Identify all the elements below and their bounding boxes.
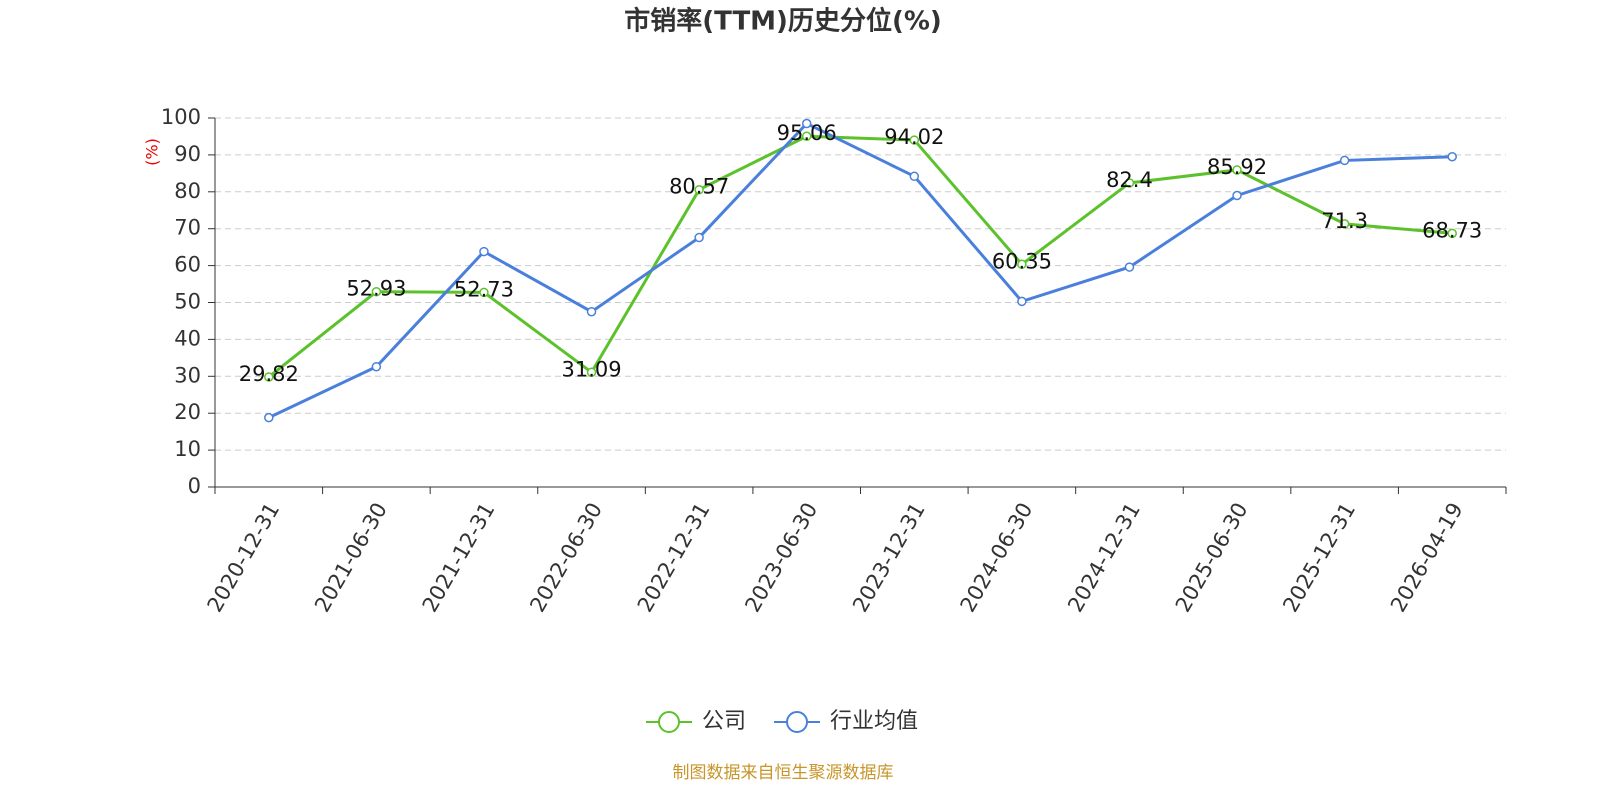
x-tick-label: 2021-06-30 (310, 499, 392, 617)
data-label: 85.92 (1207, 155, 1267, 179)
legend-label: 行业均值 (830, 709, 918, 734)
data-point (264, 412, 274, 423)
data-point (1017, 259, 1027, 270)
data-point (264, 372, 274, 382)
x-tick-label: 2024-12-31 (1063, 499, 1145, 617)
data-point (1124, 178, 1135, 188)
y-axis-label: (%) (143, 138, 162, 166)
data-label: 95.06 (777, 121, 837, 145)
series-line (267, 134, 1453, 379)
data-point (479, 287, 489, 298)
data-label: 82.4 (1106, 168, 1153, 192)
data-label: 94.02 (884, 125, 944, 149)
y-tick-label: 70 (174, 216, 201, 240)
data-point (1339, 219, 1350, 229)
data-point (909, 135, 920, 145)
x-tick-label: 2023-12-31 (848, 499, 930, 617)
source-note: 制图数据来自恒生聚源数据库 (673, 763, 894, 783)
x-tick-label: 2025-12-31 (1278, 499, 1360, 617)
data-point (371, 286, 382, 297)
data-point (909, 171, 920, 182)
x-tick-label: 2023-06-30 (740, 499, 822, 617)
x-tick-label: 2021-12-31 (418, 499, 500, 617)
x-tick-label: 2020-12-31 (203, 499, 285, 617)
y-tick-label: 60 (174, 253, 201, 277)
x-tick-label: 2024-06-30 (956, 499, 1038, 617)
data-point (1232, 165, 1242, 175)
y-tick-label: 0 (188, 474, 201, 498)
data-point (694, 184, 704, 195)
legend-marker (786, 711, 809, 733)
data-point (1447, 228, 1457, 239)
y-tick-label: 50 (174, 290, 201, 314)
legend-marker (658, 711, 680, 733)
data-point (1124, 262, 1135, 272)
y-tick-label: 90 (174, 142, 201, 166)
data-point (371, 361, 382, 372)
x-tick-label: 2026-04-19 (1386, 499, 1468, 617)
data-point (801, 131, 812, 141)
data-point (801, 118, 812, 129)
y-tick-label: 20 (174, 400, 201, 424)
data-point (586, 367, 597, 378)
data-point (1017, 296, 1027, 307)
data-label: 80.57 (669, 175, 729, 199)
x-tick-label: 2025-06-30 (1171, 499, 1253, 617)
series-line (268, 121, 1453, 419)
y-tick-label: 100 (161, 105, 201, 129)
chart-title: 市销率(TTM)历史分位(%) (624, 6, 942, 37)
legend-label: 公司 (702, 709, 746, 734)
data-point (694, 232, 704, 243)
data-label: 60.35 (992, 249, 1052, 273)
data-label: 52.73 (454, 277, 514, 301)
data-label: 71.3 (1321, 209, 1368, 233)
data-point (479, 246, 489, 257)
data-label: 29.82 (239, 362, 299, 386)
x-tick-label: 2022-06-30 (525, 499, 607, 617)
y-tick-label: 80 (174, 179, 201, 203)
data-label: 31.09 (561, 357, 621, 381)
data-label: 68.73 (1422, 218, 1482, 242)
data-point (1339, 155, 1350, 166)
y-tick-label: 30 (174, 363, 201, 387)
data-label: 52.93 (346, 277, 406, 301)
data-point (1232, 190, 1242, 201)
data-point (1447, 151, 1457, 162)
x-tick-label: 2022-12-31 (633, 499, 715, 617)
y-tick-label: 10 (174, 437, 201, 461)
y-tick-label: 40 (174, 326, 201, 350)
data-point (586, 306, 597, 317)
